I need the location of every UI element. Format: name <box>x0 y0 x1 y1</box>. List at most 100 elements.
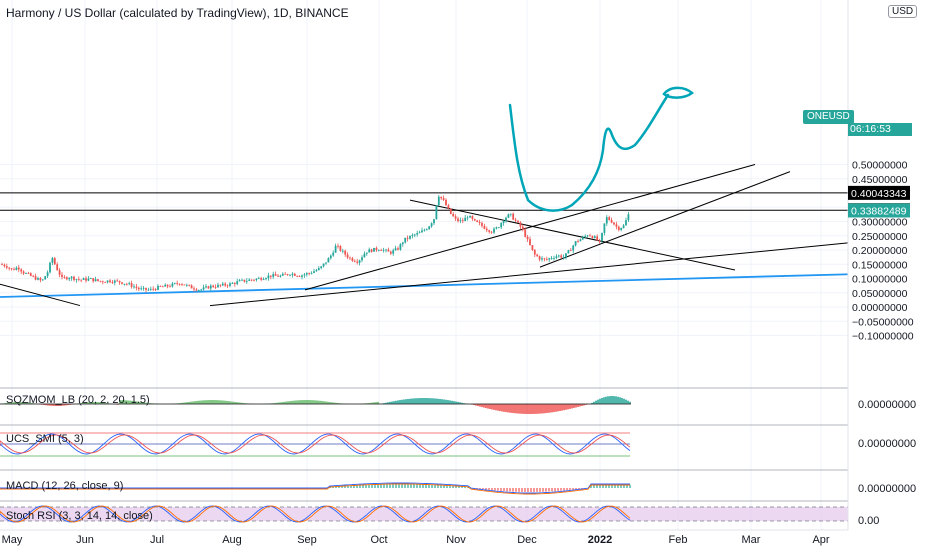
price-tag-bg <box>848 203 910 218</box>
sqzmom-dot <box>107 403 109 405</box>
candle-body <box>224 283 227 286</box>
candle-body <box>44 276 47 280</box>
candle-body <box>466 217 469 219</box>
sqzmom-dot <box>491 403 493 405</box>
sqzmom-dot <box>529 403 531 405</box>
candle-body <box>428 226 431 230</box>
sqzmom-dot <box>123 403 125 405</box>
candle-body <box>260 278 263 280</box>
symbol-tag: ONEUSD <box>803 110 854 124</box>
sqzmom-dot <box>83 403 85 405</box>
candle-body <box>452 213 455 217</box>
candle-body <box>478 221 481 223</box>
sqzmom-dot <box>289 403 291 405</box>
sqzmom-dot <box>335 403 337 405</box>
candle-body <box>579 239 582 242</box>
sqzmom-dot <box>407 403 409 405</box>
sqzmom-dot <box>363 403 365 405</box>
stoch-rsi-label[interactable]: Stoch RSI (3, 3, 14, 14, close) <box>6 510 153 522</box>
sqzmom-dot <box>259 403 261 405</box>
sqzmom-dot <box>509 403 511 405</box>
sqzmom-dot <box>293 403 295 405</box>
candle-body <box>615 224 618 227</box>
x-tick-label: Jul <box>150 534 164 546</box>
sqzmom-dot <box>583 403 585 405</box>
sqzmom-dot <box>45 403 47 405</box>
candle-body <box>344 250 347 255</box>
sqzmom-dot <box>51 403 53 405</box>
candle-body <box>75 279 78 280</box>
sqzmom-dot <box>81 403 83 405</box>
candle-body <box>20 269 23 272</box>
candle-body <box>334 245 337 253</box>
candle-body <box>538 256 541 260</box>
candle-body <box>524 229 527 237</box>
y-tick-label: 0.45000000 <box>852 174 908 186</box>
candle-body <box>1 264 3 266</box>
sqzmom-dot <box>539 403 541 405</box>
sqzmom-dot <box>357 403 359 405</box>
candle-body <box>200 289 203 291</box>
candle-body <box>577 241 579 242</box>
sqzmom-dot <box>409 403 411 405</box>
candle-body <box>22 271 25 274</box>
candle-body <box>341 250 344 252</box>
candle-body <box>409 235 411 239</box>
macd-label[interactable]: MACD (12, 26, close, 9) <box>6 480 124 492</box>
candle-body <box>106 280 109 283</box>
candle-body <box>164 284 167 287</box>
sqzmom-dot <box>247 403 249 405</box>
candle-body <box>584 236 587 238</box>
sqzmom-dot <box>21 403 23 405</box>
candle-body <box>202 287 205 290</box>
candle-body <box>255 278 258 281</box>
candle-body <box>303 274 306 276</box>
candle-body <box>339 246 342 251</box>
sqzmom-dot <box>471 403 473 405</box>
sqzmom-dot <box>563 403 565 405</box>
candle-body <box>406 237 409 239</box>
candle-body <box>392 250 395 254</box>
candle-body <box>387 249 390 252</box>
sqzmom-dot <box>361 403 363 405</box>
candle-body <box>377 250 380 251</box>
currency-selector[interactable]: USD <box>888 5 918 18</box>
sqzmom-dot <box>231 403 233 405</box>
sqzmom-dot <box>79 403 81 405</box>
cup-handle-annotation <box>508 93 670 212</box>
candle-body <box>447 205 450 209</box>
sqzmom-dot <box>141 403 143 405</box>
sqzmom-dot <box>311 403 313 405</box>
sqzmom-label[interactable]: SQZMOM_LB (20, 2, 20, 1.5) <box>6 394 150 406</box>
candle-body <box>325 262 327 264</box>
sqzmom-dot <box>371 403 373 405</box>
candle-body <box>481 222 483 226</box>
candle-body <box>317 268 320 271</box>
sqzmom-dot <box>511 403 513 405</box>
candle-body <box>382 249 385 251</box>
sqzmom-dot <box>127 403 129 405</box>
candle-body <box>488 230 491 232</box>
sqzmom-dot <box>589 403 591 405</box>
candle-body <box>25 273 27 274</box>
sqzmom-dot <box>39 403 41 405</box>
sqzmom-dot <box>485 403 487 405</box>
candle-body <box>257 278 260 279</box>
sqzmom-dot <box>233 403 235 405</box>
trend-line-1 <box>0 283 81 307</box>
sqzmom-dot <box>505 403 507 405</box>
sqzmom-dot <box>611 403 613 405</box>
sqzmom-dot <box>319 403 321 405</box>
trend-line-0 <box>0 273 851 298</box>
candle-body <box>236 281 239 285</box>
candle-body <box>17 267 20 270</box>
sqzmom-dot <box>153 403 155 405</box>
candle-body <box>421 230 423 233</box>
candle-body <box>332 252 335 256</box>
sqzmom-dot <box>197 403 199 405</box>
sqzmom-dot <box>125 403 127 405</box>
sqzmom-dot <box>453 403 455 405</box>
ucs-smi-label[interactable]: UCS_SMI (5, 3) <box>6 433 84 445</box>
